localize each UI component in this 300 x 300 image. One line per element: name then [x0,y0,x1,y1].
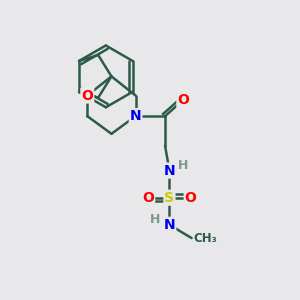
Text: O: O [81,88,93,103]
Text: N: N [130,109,141,123]
Text: CH₃: CH₃ [193,232,217,244]
Text: O: O [185,191,197,205]
Text: N: N [164,164,175,178]
Text: O: O [177,93,189,107]
Text: S: S [164,191,175,205]
Text: H: H [178,159,188,172]
Text: N: N [164,218,175,232]
Text: H: H [150,213,161,226]
Text: O: O [142,191,154,205]
